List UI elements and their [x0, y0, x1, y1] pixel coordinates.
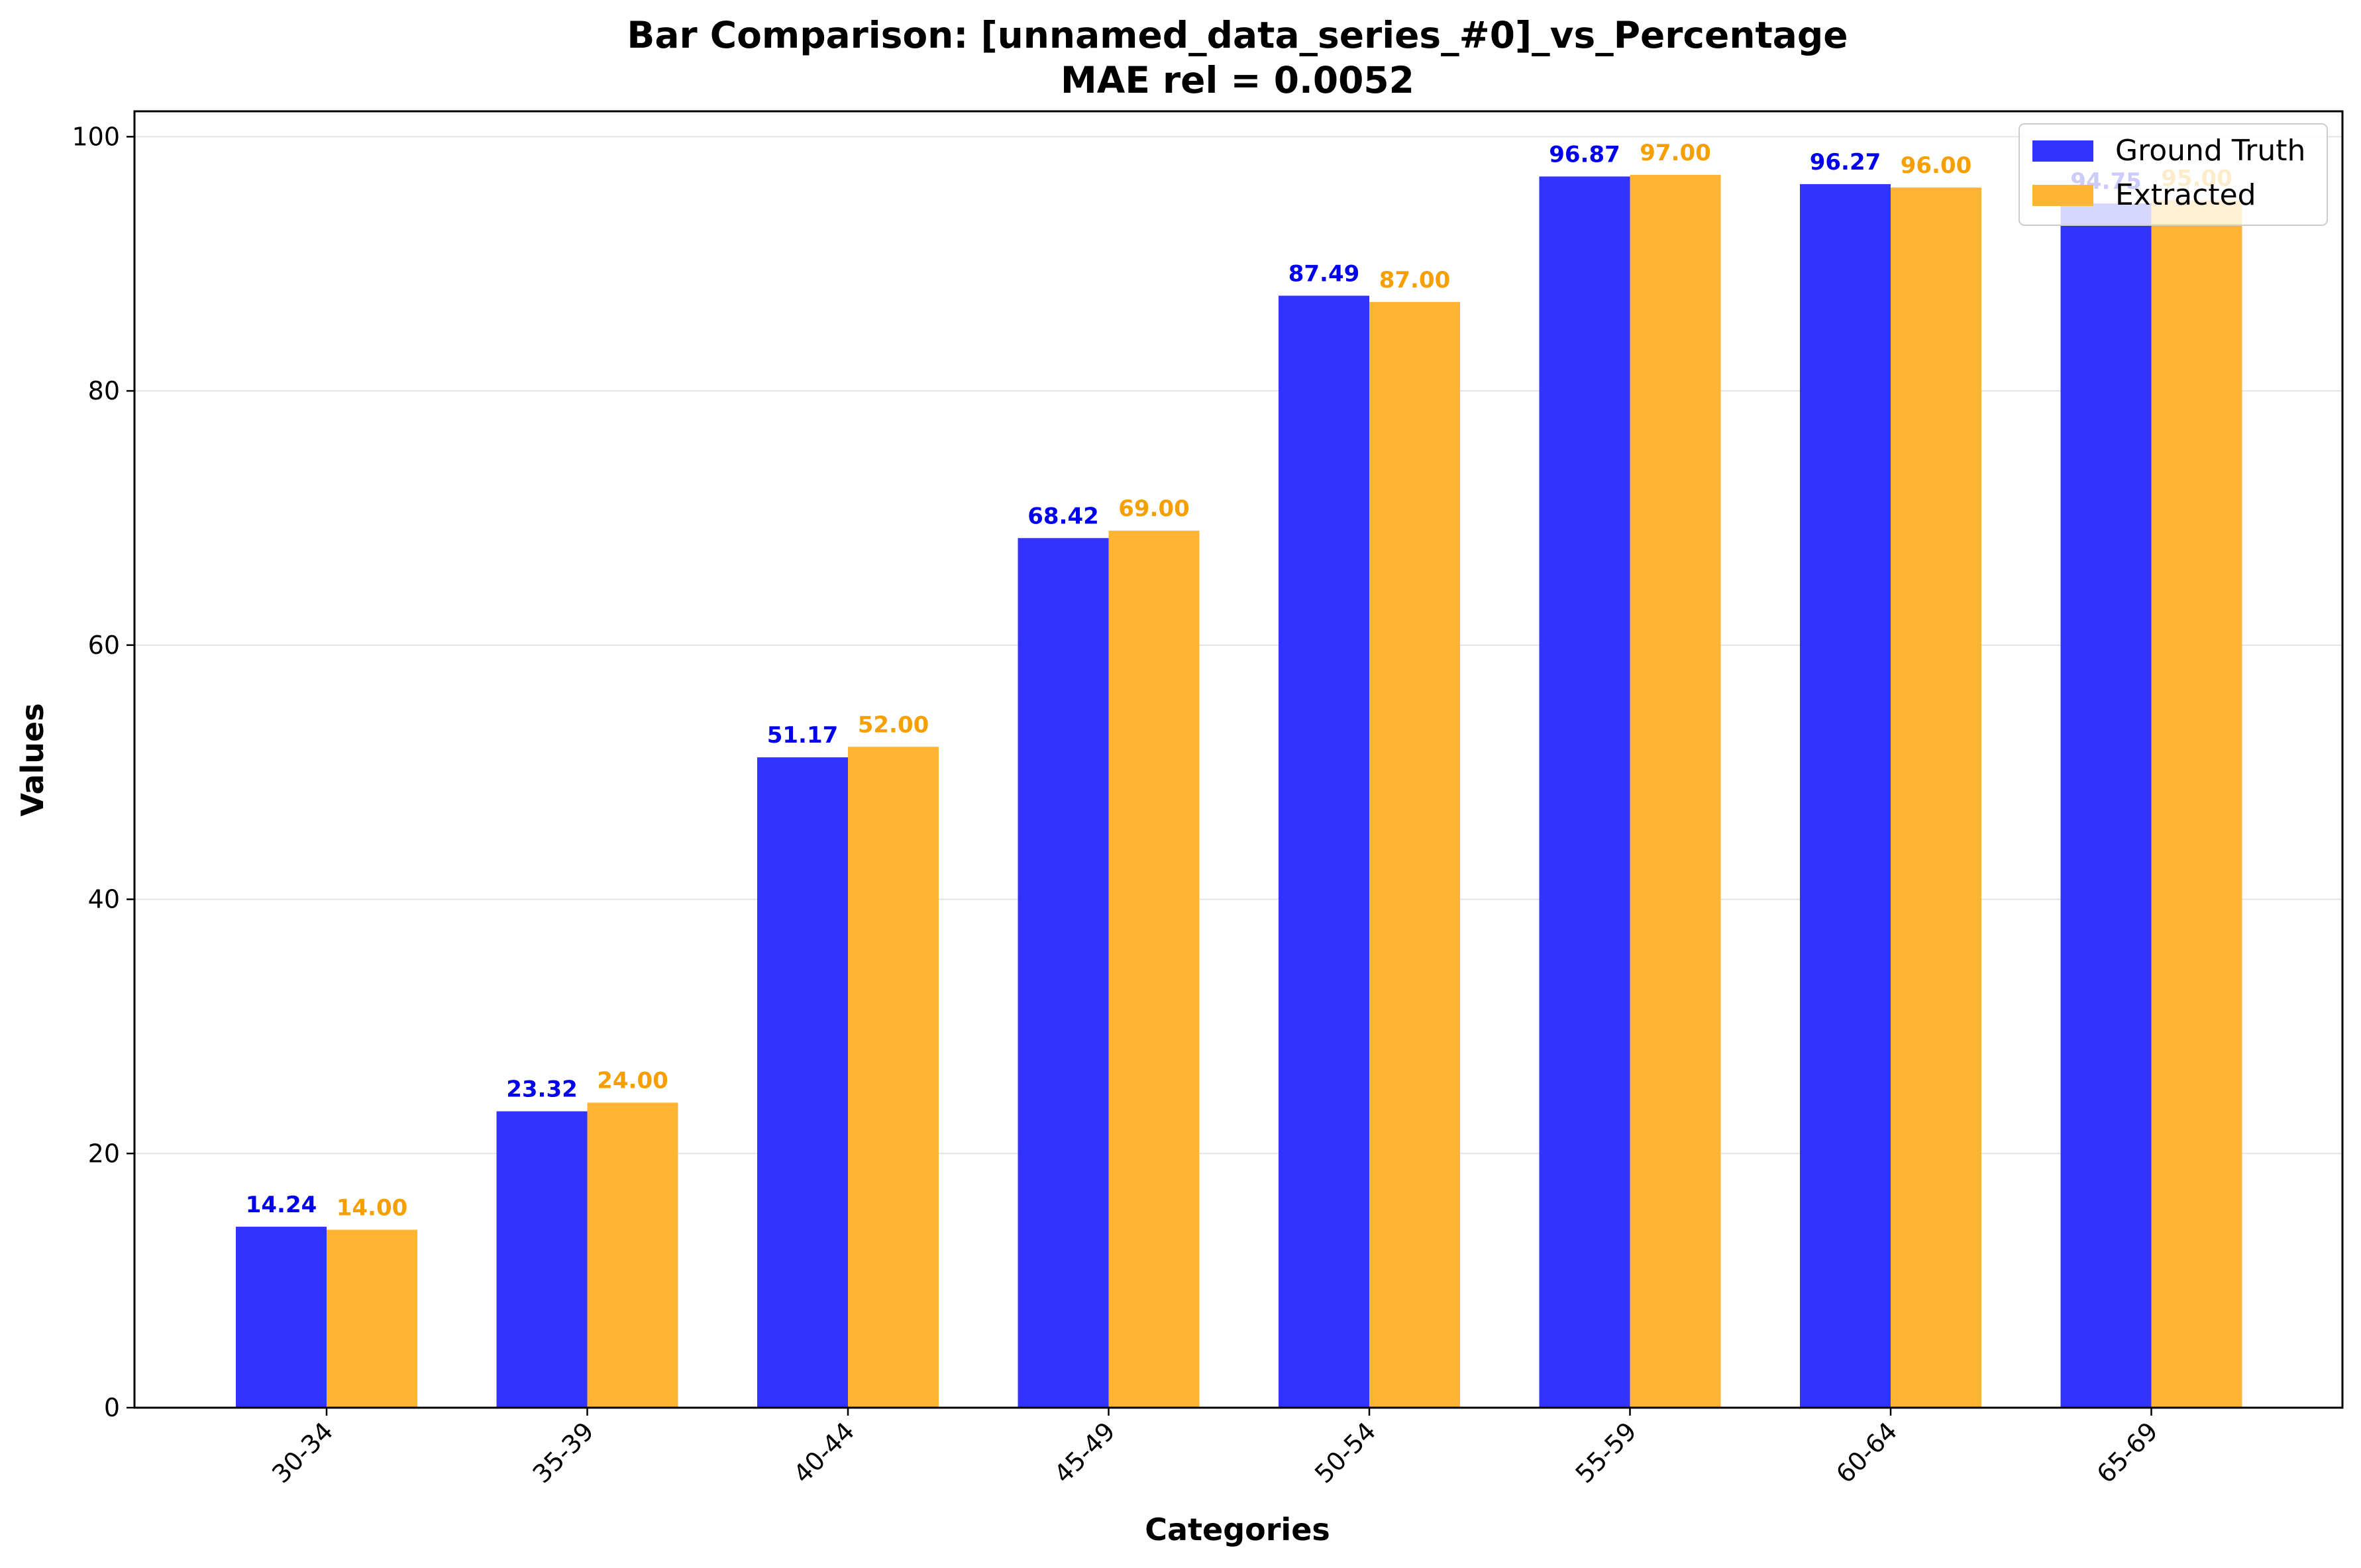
bar-ground-truth	[1800, 183, 1891, 1408]
chart-title: Bar Comparison: [unnamed_data_series_#0]…	[627, 14, 1848, 56]
data-label-extracted: 96.00	[1901, 152, 1972, 179]
y-tick-label: 20	[88, 1139, 120, 1168]
x-tick-label: 65-69	[2091, 1416, 2164, 1489]
data-label-extracted: 69.00	[1118, 496, 1190, 522]
x-tick-label: 35-39	[527, 1416, 600, 1489]
y-tick-label: 40	[88, 885, 120, 914]
legend-swatch	[2032, 185, 2093, 206]
bar-ground-truth	[1279, 295, 1369, 1408]
data-label-ground-truth: 96.27	[1810, 149, 1881, 176]
data-label-ground-truth: 96.87	[1549, 141, 1620, 168]
x-tick-label: 55-59	[1570, 1416, 1642, 1489]
data-label-ground-truth: 51.17	[767, 722, 839, 749]
x-axis: 30-34 35-39 40-44 45-49 50-54 55-59 60-64 65-69	[266, 1408, 2164, 1489]
data-label-extracted: 87.00	[1379, 267, 1451, 293]
data-label-extracted: 14.00	[337, 1194, 408, 1221]
bar-ground-truth	[1539, 176, 1630, 1408]
y-tick-label: 60	[88, 631, 120, 660]
data-label-ground-truth: 68.42	[1027, 503, 1099, 529]
y-axis-label: Values	[15, 703, 50, 816]
legend-entry-label: Extracted	[2115, 178, 2256, 212]
data-label-ground-truth: 87.49	[1288, 260, 1360, 287]
x-axis-label: Categories	[1145, 1512, 1330, 1547]
grid-lines	[134, 136, 2342, 1408]
bars	[236, 174, 2242, 1408]
x-tick-label: 50-54	[1309, 1416, 1381, 1489]
bar-ground-truth	[2060, 203, 2152, 1408]
bar-extracted	[1369, 301, 1460, 1408]
data-label-extracted: 97.00	[1640, 140, 1711, 166]
bar-extracted	[2151, 200, 2242, 1408]
y-tick-label: 0	[104, 1393, 120, 1422]
legend: Ground Truth Extracted	[2019, 123, 2328, 226]
data-label-ground-truth: 23.32	[506, 1076, 578, 1103]
data-label-ground-truth: 14.24	[246, 1192, 317, 1218]
x-tick-label: 30-34	[266, 1416, 339, 1489]
x-tick-label: 40-44	[788, 1416, 860, 1489]
data-label-extracted: 24.00	[597, 1068, 668, 1094]
x-tick-label: 60-64	[1830, 1416, 1903, 1489]
data-label-extracted: 52.00	[858, 711, 929, 738]
y-tick-label: 100	[72, 122, 120, 151]
bar-extracted	[327, 1229, 417, 1408]
plot-frame	[133, 110, 2344, 1409]
bar-extracted	[1108, 531, 1200, 1408]
bar-ground-truth	[1018, 538, 1109, 1408]
bar-ground-truth	[496, 1111, 588, 1408]
bar-extracted	[587, 1102, 678, 1408]
y-tick-label: 80	[88, 376, 120, 405]
bar-ground-truth	[757, 757, 848, 1408]
bar-extracted	[1891, 187, 1981, 1408]
x-tick-label: 45-49	[1049, 1416, 1121, 1489]
bar-ground-truth	[236, 1226, 327, 1408]
bar-extracted	[848, 747, 939, 1408]
bar-extracted	[1630, 174, 1721, 1408]
legend-entry-label: Ground Truth	[2115, 134, 2305, 168]
y-axis: 0 20 40 60 80 100	[72, 122, 134, 1422]
legend-swatch	[2032, 140, 2093, 162]
chart-subtitle: MAE rel = 0.0052	[1061, 59, 1414, 101]
legend-box	[2019, 123, 2328, 226]
